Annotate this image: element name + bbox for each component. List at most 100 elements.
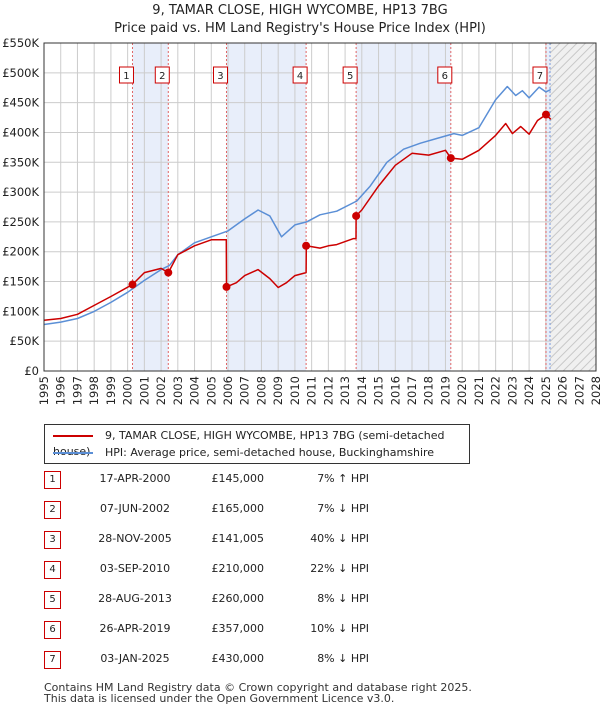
sale-price: £357,000 bbox=[211, 622, 265, 635]
sale-price: £260,000 bbox=[211, 592, 265, 605]
x-tick-label: 2020 bbox=[455, 376, 469, 405]
x-tick-label: 2014 bbox=[355, 376, 369, 405]
y-tick-label: £50K bbox=[10, 334, 40, 348]
x-tick-label: 2017 bbox=[405, 376, 419, 405]
x-tick-label: 1995 bbox=[37, 376, 51, 405]
y-tick-label: £450K bbox=[2, 96, 39, 110]
sale-number-badge: 5 bbox=[44, 591, 61, 609]
future-hatch bbox=[550, 43, 596, 371]
sale-hpi-diff: 7% ↑ HPI bbox=[317, 472, 369, 485]
title-line-1: 9, TAMAR CLOSE, HIGH WYCOMBE, HP13 7BG bbox=[152, 3, 448, 18]
table-row: 4 03-SEP-2010 £210,000 22% ↓ HPI bbox=[44, 560, 464, 590]
sale-number-badge: 6 bbox=[44, 621, 61, 639]
x-tick-label: 1997 bbox=[70, 376, 84, 405]
x-axis-ticks: 1995 1996 1997 1998 1999 2000 2001 2002 2003 2004… bbox=[37, 376, 600, 405]
legend-swatch-property bbox=[53, 435, 93, 437]
sale-band bbox=[132, 43, 169, 371]
sale-hpi-diff: 8% ↓ HPI bbox=[317, 592, 369, 605]
sale-number-badge: 4 bbox=[44, 561, 61, 579]
sales-table: 1 17-APR-2000 £145,000 7% ↑ HPI 2 07-JUN… bbox=[44, 470, 464, 680]
sale-date: 17-APR-2000 bbox=[99, 472, 171, 485]
y-tick-label: £500K bbox=[2, 66, 39, 80]
legend-label-property: 9, TAMAR CLOSE, HIGH WYCOMBE, HP13 7BG (… bbox=[53, 429, 445, 458]
sale-number-badge: 2 bbox=[44, 501, 61, 519]
y-tick-label: £250K bbox=[2, 215, 39, 229]
sale-badge bbox=[342, 66, 358, 84]
sale-badge-label: 4 bbox=[297, 71, 303, 82]
x-tick-label: 2004 bbox=[188, 376, 202, 405]
sale-point bbox=[164, 268, 173, 277]
legend-swatch-hpi bbox=[53, 452, 93, 454]
sale-band bbox=[545, 43, 550, 371]
future-hatch-area bbox=[550, 43, 596, 371]
footer-line-1: Contains HM Land Registry data © Crown c… bbox=[44, 681, 472, 694]
sale-number-badge: 7 bbox=[44, 651, 61, 669]
x-tick-label: 2022 bbox=[489, 376, 503, 405]
table-row: 5 28-AUG-2013 £260,000 8% ↓ HPI bbox=[44, 590, 464, 620]
y-tick-label: £350K bbox=[2, 155, 39, 169]
sale-badge-label: 3 bbox=[217, 71, 223, 82]
sale-badge-label: 2 bbox=[159, 71, 165, 82]
sale-badge bbox=[437, 66, 453, 84]
sale-price: £210,000 bbox=[211, 562, 265, 575]
x-tick-label: 2009 bbox=[271, 376, 285, 405]
sale-date: 28-NOV-2005 bbox=[98, 532, 172, 545]
table-row: 6 26-APR-2019 £357,000 10% ↓ HPI bbox=[44, 620, 464, 650]
sale-hpi-diff: 7% ↓ HPI bbox=[317, 502, 369, 515]
sale-point bbox=[222, 282, 231, 291]
x-tick-label: 2016 bbox=[388, 376, 402, 405]
y-tick-label: £150K bbox=[2, 275, 39, 289]
legend-label-hpi: HPI: Average price, semi-detached house,… bbox=[105, 446, 435, 459]
x-tick-label: 1999 bbox=[104, 376, 118, 405]
sale-marker-lines bbox=[131, 43, 551, 371]
table-row: 3 28-NOV-2005 £141,005 40% ↓ HPI bbox=[44, 530, 464, 560]
y-tick-label: £0 bbox=[24, 364, 39, 378]
table-row: 1 17-APR-2000 £145,000 7% ↑ HPI bbox=[44, 470, 464, 500]
sale-hpi-diff: 22% ↓ HPI bbox=[310, 562, 369, 575]
x-tick-label: 1998 bbox=[87, 376, 101, 405]
y-tick-label: £100K bbox=[2, 304, 39, 318]
x-tick-label: 2000 bbox=[121, 376, 135, 405]
sale-price: £165,000 bbox=[211, 502, 265, 515]
x-tick-label: 2023 bbox=[505, 376, 519, 405]
sale-number-badge: 1 bbox=[44, 471, 61, 489]
sale-date: 28-AUG-2013 bbox=[98, 592, 172, 605]
x-tick-label: 2027 bbox=[572, 376, 586, 405]
legend: 9, TAMAR CLOSE, HIGH WYCOMBE, HP13 7BG (… bbox=[44, 424, 470, 464]
title-line-2: Price paid vs. HM Land Registry's House … bbox=[114, 21, 486, 36]
sale-hpi-diff: 10% ↓ HPI bbox=[310, 622, 369, 635]
sale-price: £141,005 bbox=[211, 532, 265, 545]
x-tick-label: 2005 bbox=[204, 376, 218, 405]
legend-item-property: 9, TAMAR CLOSE, HIGH WYCOMBE, HP13 7BG (… bbox=[53, 428, 469, 458]
sale-badges: 1 2 3 4 5 6 7 bbox=[118, 66, 548, 84]
chart-title: 9, TAMAR CLOSE, HIGH WYCOMBE, HP13 7BG P… bbox=[0, 2, 600, 38]
y-tick-label: £300K bbox=[2, 185, 39, 199]
x-tick-label: 2019 bbox=[438, 376, 452, 405]
x-tick-label: 2007 bbox=[238, 376, 252, 405]
x-tick-label: 2003 bbox=[171, 376, 185, 405]
x-tick-label: 2026 bbox=[556, 376, 570, 405]
x-tick-label: 2024 bbox=[522, 376, 536, 405]
x-tick-label: 2018 bbox=[422, 376, 436, 405]
sale-badge bbox=[212, 66, 228, 84]
sale-number-badge: 3 bbox=[44, 531, 61, 549]
table-row: 2 07-JUN-2002 £165,000 7% ↓ HPI bbox=[44, 500, 464, 530]
sale-point bbox=[352, 211, 361, 220]
sale-highlight-bands bbox=[132, 43, 550, 371]
x-tick-label: 2025 bbox=[539, 376, 553, 405]
table-row: 7 03-JAN-2025 £430,000 8% ↓ HPI bbox=[44, 650, 464, 680]
footer-notice: Contains HM Land Registry data © Crown c… bbox=[44, 682, 472, 704]
x-tick-label: 2010 bbox=[288, 376, 302, 405]
x-tick-label: 2015 bbox=[372, 376, 386, 405]
x-tick-label: 2011 bbox=[305, 376, 319, 405]
sale-price: £145,000 bbox=[211, 472, 265, 485]
sale-point bbox=[302, 241, 311, 250]
sale-badge bbox=[118, 66, 134, 84]
x-tick-label: 2013 bbox=[338, 376, 352, 405]
y-tick-label: £200K bbox=[2, 245, 39, 259]
x-tick-label: 2002 bbox=[154, 376, 168, 405]
sale-date: 03-SEP-2010 bbox=[99, 562, 171, 575]
x-tick-label: 1996 bbox=[54, 376, 68, 405]
sale-badge bbox=[154, 66, 170, 84]
x-tick-label: 2028 bbox=[589, 376, 600, 405]
